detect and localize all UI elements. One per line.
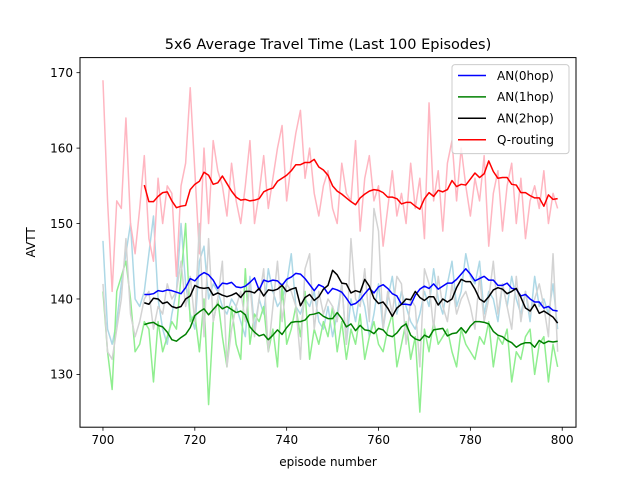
x-tick-label: 780 (459, 433, 482, 447)
chart-title: 5x6 Average Travel Time (Last 100 Episod… (165, 37, 492, 53)
legend-label-0: AN(0hop) (497, 69, 554, 83)
legend: AN(0hop) AN(1hop) AN(2hop) Q-routing (451, 64, 570, 155)
x-axis: 700 720 740 760 780 800 (92, 427, 574, 447)
y-tick-label: 150 (50, 217, 73, 231)
x-tick-label: 740 (275, 433, 298, 447)
raw-series-line-2 (102, 80, 559, 293)
x-tick-label: 700 (92, 433, 115, 447)
plot-area (79, 57, 577, 428)
series-line-1 (144, 303, 558, 348)
legend-label-3: Q-routing (497, 133, 554, 147)
y-tick-label: 130 (50, 368, 73, 382)
legend-label-2: AN(2hop) (497, 112, 554, 126)
x-axis-label: episode number (279, 455, 377, 469)
raw-series-layer (102, 80, 559, 413)
y-axis: 130 140 150 160 170 (50, 66, 80, 382)
raw-series-line-1 (102, 222, 559, 413)
x-tick-label: 800 (551, 433, 574, 447)
smoothed-series-layer (143, 158, 559, 348)
y-tick-label: 140 (50, 292, 73, 306)
raw-series-line-3 (102, 207, 559, 368)
x-tick-label: 760 (367, 433, 390, 447)
y-tick-label: 170 (50, 66, 73, 80)
legend-label-1: AN(1hop) (497, 90, 554, 104)
y-tick-label: 160 (50, 141, 73, 155)
y-axis-label: AVTT (24, 227, 38, 258)
series-line-3 (143, 158, 558, 210)
series-line-0 (144, 268, 558, 312)
x-tick-label: 720 (183, 433, 206, 447)
series-line-2 (144, 269, 559, 324)
legend-frame (451, 64, 570, 155)
